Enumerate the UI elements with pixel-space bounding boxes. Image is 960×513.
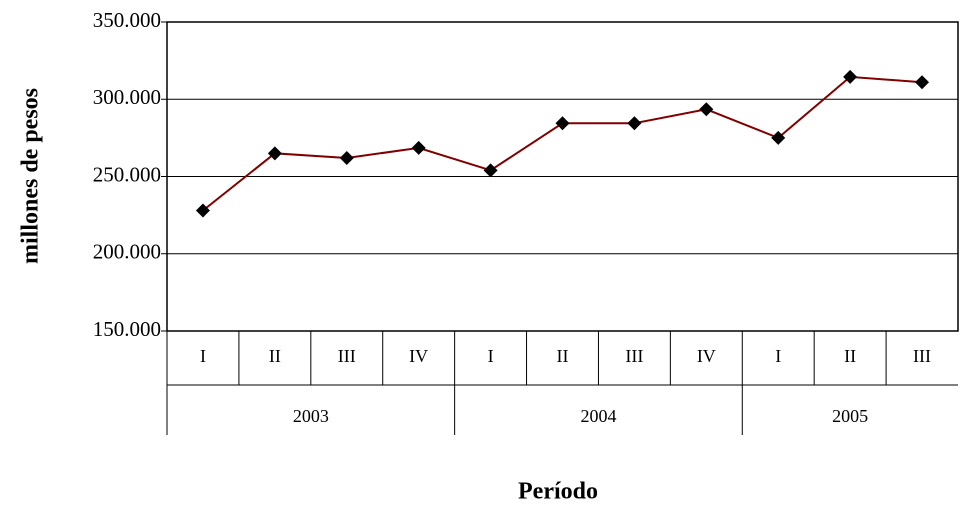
x-tick-label: II	[269, 346, 281, 366]
x-tick-label: II	[557, 346, 569, 366]
data-marker	[555, 116, 570, 131]
data-marker	[195, 203, 210, 218]
x-tick-label: I	[775, 346, 781, 366]
data-marker	[915, 75, 930, 90]
y-tick-label: 150.000	[93, 317, 161, 341]
y-tick-label: 250.000	[93, 162, 161, 186]
data-marker	[627, 116, 642, 131]
data-marker	[771, 130, 786, 145]
x-tick-label: II	[844, 346, 856, 366]
x-tick-label: IV	[697, 346, 716, 366]
x-tick-label: I	[200, 346, 206, 366]
x-tick-label: IV	[409, 346, 428, 366]
group-label: 2005	[832, 406, 868, 426]
x-tick-label: I	[488, 346, 494, 366]
data-marker	[267, 146, 282, 161]
x-tick-label: III	[625, 346, 643, 366]
y-tick-label: 300.000	[93, 85, 161, 109]
plot-frame	[166, 21, 959, 332]
data-marker	[339, 150, 354, 165]
y-tick-label: 350.000	[93, 8, 161, 32]
data-marker	[411, 140, 426, 155]
y-axis-title: millones de pesos	[18, 88, 44, 264]
y-tick-label: 200.000	[93, 240, 161, 264]
x-tick-label: III	[338, 346, 356, 366]
data-marker	[843, 69, 858, 84]
group-label: 2003	[293, 406, 329, 426]
data-line	[202, 75, 923, 212]
data-marker	[699, 102, 714, 117]
x-axis-title: Período	[518, 479, 598, 505]
x-tick-label: III	[913, 346, 931, 366]
group-label: 2004	[580, 406, 616, 426]
data-marker	[483, 163, 498, 178]
